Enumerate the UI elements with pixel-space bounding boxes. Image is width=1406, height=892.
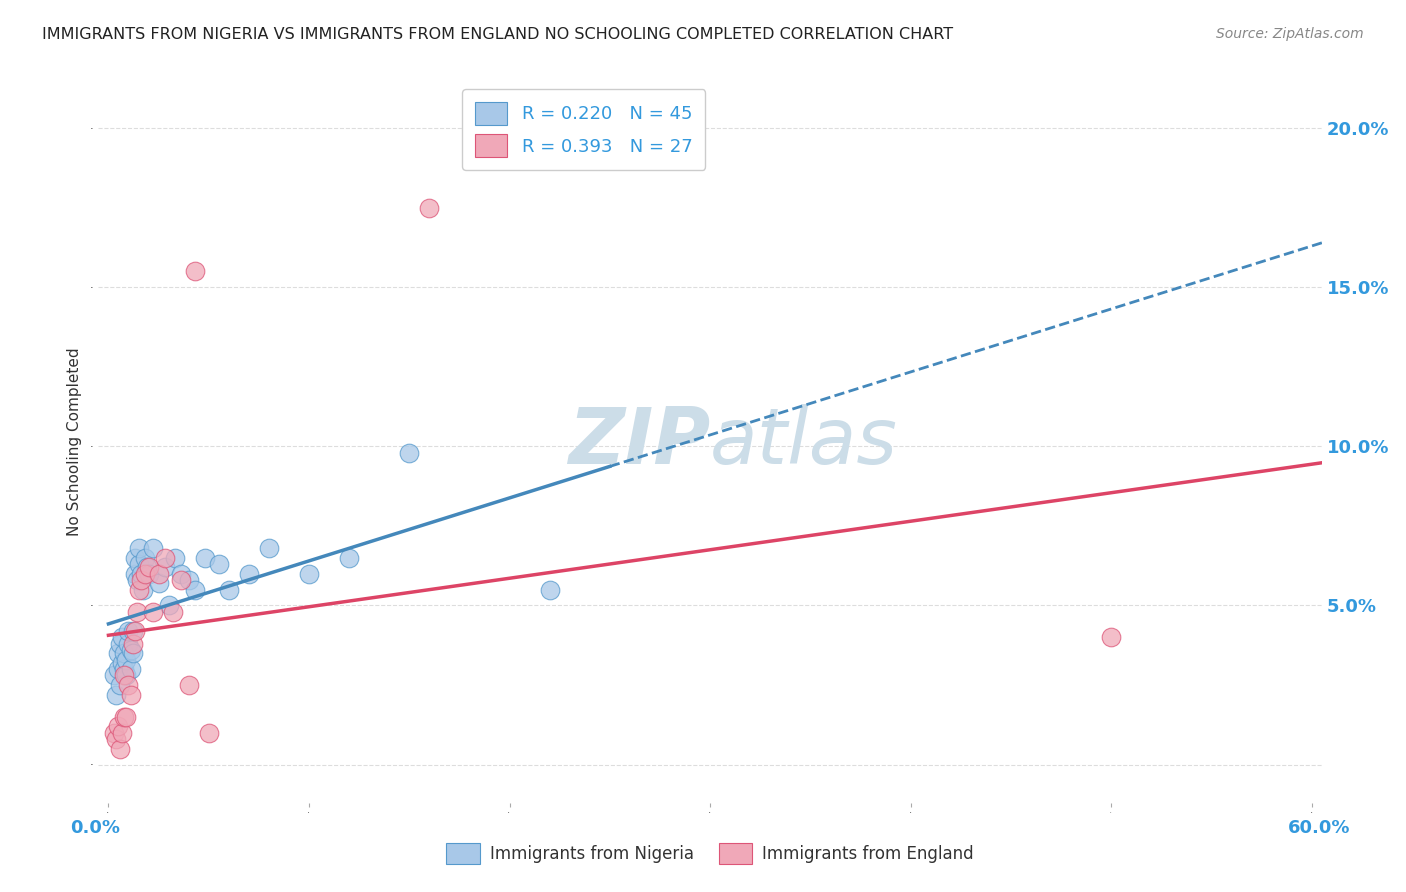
- Legend: Immigrants from Nigeria, Immigrants from England: Immigrants from Nigeria, Immigrants from…: [440, 837, 980, 871]
- Point: [121, 624, 143, 638]
- Point: [218, 582, 240, 597]
- Point: [111, 725, 134, 739]
- Point: [128, 541, 150, 556]
- Point: [110, 741, 132, 756]
- Point: [121, 646, 143, 660]
- Point: [117, 624, 139, 638]
- Point: [124, 550, 146, 565]
- Point: [107, 662, 129, 676]
- Point: [148, 566, 170, 581]
- Text: IMMIGRANTS FROM NIGERIA VS IMMIGRANTS FROM ENGLAND NO SCHOOLING COMPLETED CORREL: IMMIGRANTS FROM NIGERIA VS IMMIGRANTS FR…: [42, 27, 953, 42]
- Point: [135, 560, 157, 574]
- Point: [105, 732, 128, 747]
- Point: [124, 624, 146, 638]
- Point: [163, 550, 186, 565]
- Point: [120, 688, 142, 702]
- Point: [107, 646, 129, 660]
- Point: [115, 668, 138, 682]
- Point: [142, 605, 165, 619]
- Point: [177, 678, 200, 692]
- Point: [148, 576, 170, 591]
- Point: [169, 573, 191, 587]
- Point: [107, 719, 129, 733]
- Point: [177, 573, 200, 587]
- Point: [125, 605, 148, 619]
- Point: [103, 725, 125, 739]
- Point: [142, 541, 165, 556]
- Point: [134, 550, 156, 565]
- Point: [169, 566, 191, 581]
- Text: Source: ZipAtlas.com: Source: ZipAtlas.com: [1216, 27, 1364, 41]
- Point: [337, 550, 360, 565]
- Point: [111, 630, 134, 644]
- Point: [128, 557, 150, 571]
- Point: [153, 560, 176, 574]
- Text: 0.0%: 0.0%: [70, 819, 121, 837]
- Point: [103, 668, 125, 682]
- Point: [197, 725, 219, 739]
- Point: [238, 566, 260, 581]
- Point: [124, 566, 146, 581]
- Point: [153, 550, 176, 565]
- Point: [1099, 630, 1122, 644]
- Point: [138, 560, 160, 574]
- Point: [110, 678, 132, 692]
- Point: [298, 566, 321, 581]
- Point: [114, 646, 136, 660]
- Point: [418, 201, 440, 215]
- Point: [138, 566, 160, 581]
- Point: [134, 566, 156, 581]
- Point: [115, 652, 138, 666]
- Point: [117, 637, 139, 651]
- Point: [183, 582, 205, 597]
- Point: [157, 599, 180, 613]
- Point: [131, 582, 153, 597]
- Point: [115, 710, 138, 724]
- Text: ZIP: ZIP: [568, 403, 710, 480]
- Text: 60.0%: 60.0%: [1288, 819, 1350, 837]
- Text: atlas: atlas: [710, 403, 898, 480]
- Point: [129, 566, 152, 581]
- Point: [398, 445, 420, 459]
- Point: [120, 643, 142, 657]
- Point: [110, 637, 132, 651]
- Point: [117, 678, 139, 692]
- Point: [183, 264, 205, 278]
- Point: [129, 573, 152, 587]
- Point: [105, 688, 128, 702]
- Point: [162, 605, 184, 619]
- Point: [111, 656, 134, 670]
- Point: [121, 637, 143, 651]
- Y-axis label: No Schooling Completed: No Schooling Completed: [67, 347, 82, 536]
- Point: [125, 573, 148, 587]
- Point: [257, 541, 280, 556]
- Point: [194, 550, 217, 565]
- Point: [114, 668, 136, 682]
- Point: [120, 662, 142, 676]
- Point: [208, 557, 231, 571]
- Point: [128, 582, 150, 597]
- Point: [114, 662, 136, 676]
- Point: [114, 710, 136, 724]
- Point: [538, 582, 561, 597]
